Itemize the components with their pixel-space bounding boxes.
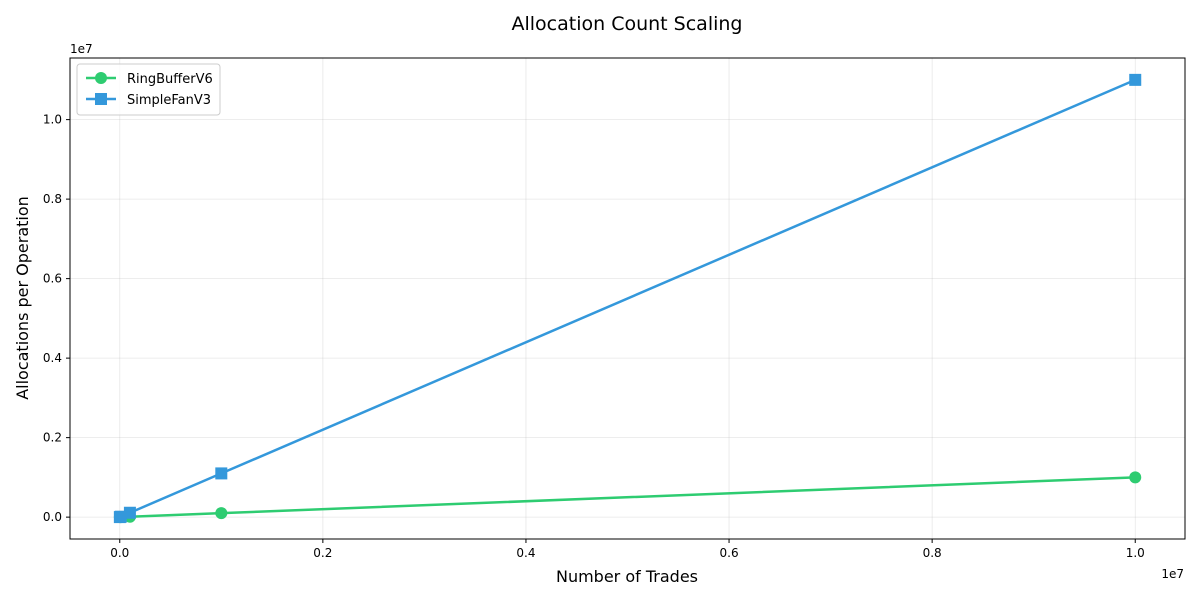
series-simplefanv3: [113, 73, 1142, 524]
data-point: [215, 507, 228, 520]
data-point: [123, 506, 136, 519]
legend: RingBufferV6 SimpleFanV3: [76, 63, 221, 116]
y-tick-label: 1.0: [43, 113, 62, 127]
y-axis-title: Allocations per Operation: [13, 196, 32, 400]
y-tick-label: 0.8: [43, 192, 62, 206]
data-point: [215, 467, 228, 480]
legend-entry: SimpleFanV3: [86, 93, 211, 108]
legend-entry: RingBufferV6: [86, 72, 213, 87]
x-tick-label: 0.6: [720, 546, 739, 560]
legend-marker: [95, 72, 107, 84]
plot-series: [113, 73, 1142, 524]
x-tick-label: 0.2: [313, 546, 332, 560]
x-tick-label: 0.8: [923, 546, 942, 560]
x-tick-label: 0.4: [516, 546, 535, 560]
y-tick-label: 0.0: [43, 510, 62, 524]
data-point: [114, 510, 127, 523]
data-point: [1129, 471, 1142, 484]
x-axis-title: Number of Trades: [556, 567, 698, 586]
y-tick-label: 0.6: [43, 272, 62, 286]
y-tick-label: 0.2: [43, 431, 62, 445]
chart-title: Allocation Count Scaling: [512, 13, 743, 35]
legend-label: SimpleFanV3: [127, 93, 211, 108]
plot-frame: [69, 57, 1186, 540]
legend-marker: [95, 93, 107, 105]
x-tick-label: 1.0: [1126, 546, 1145, 560]
y-axis-offset: 1e7: [70, 42, 93, 56]
y-tick-label: 0.4: [43, 351, 62, 365]
legend-label: RingBufferV6: [127, 72, 213, 87]
x-tick-label: 0.0: [110, 546, 129, 560]
x-axis-offset: 1e7: [1161, 567, 1184, 581]
grid-lines: [70, 58, 1185, 539]
data-point: [1129, 73, 1142, 86]
axis-ticks: 0.0 0.2 0.4 0.6 0.8 1.0 0.0 0.2 0.4 0.6 0.8 1.0: [43, 113, 1145, 560]
